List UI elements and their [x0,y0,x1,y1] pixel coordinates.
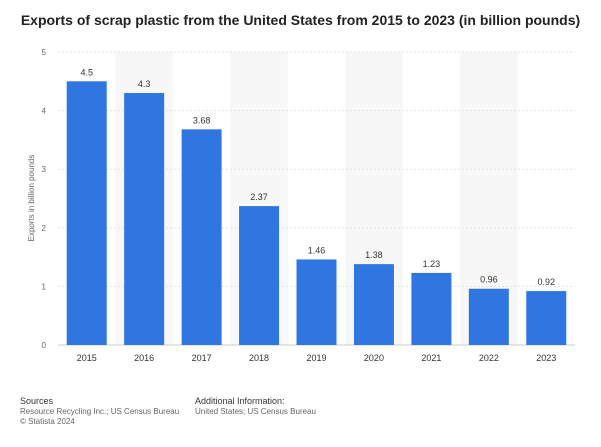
bar[interactable] [296,259,337,345]
bar[interactable] [411,272,452,345]
bar[interactable] [239,206,280,345]
y-tick-label: 1 [42,282,47,291]
data-label: 4.5 [80,67,93,77]
sources-title: Sources [20,396,54,406]
bar[interactable] [181,129,222,345]
y-tick-label: 4 [42,107,47,116]
bar[interactable] [66,81,107,346]
copyright-text: © Statista 2024 [20,417,75,426]
x-tick-label: 2021 [421,353,441,363]
x-tick-label: 2017 [192,353,212,363]
additional-information-title: Additional Information: [195,396,285,406]
x-tick-label: 2018 [249,353,269,363]
x-tick-label: 2019 [306,353,326,363]
y-axis-label: Exports in billion pounds [27,155,36,242]
data-label: 4.3 [138,79,151,89]
x-tick-label: 2016 [134,353,154,363]
y-tick-label: 0 [42,341,47,350]
bar[interactable] [468,288,509,345]
x-tick-label: 2023 [536,353,556,363]
y-tick-label: 3 [42,165,47,174]
data-label: 1.46 [308,245,326,255]
x-tick-label: 2015 [77,353,97,363]
sources-block: Sources Resource Recycling Inc.; US Cens… [20,396,179,427]
bar[interactable] [353,264,394,345]
bar[interactable] [526,291,567,345]
data-label: 0.92 [538,277,556,287]
data-label: 3.68 [193,115,211,125]
x-tick-label: 2020 [364,353,384,363]
bars [66,81,567,346]
data-label: 1.23 [423,259,441,269]
chart-title: Exports of scrap plastic from the United… [20,12,581,28]
x-tick-label: 2022 [479,353,499,363]
data-label: 2.37 [250,192,268,202]
data-label: 1.38 [365,250,383,260]
y-tick-label: 2 [42,224,47,233]
y-axis-tick-labels: 0 1 2 3 4 5 [42,48,47,350]
additional-information-text: United States; US Census Bureau [195,407,316,416]
sources-text: Resource Recycling Inc.; US Census Burea… [20,407,180,416]
x-axis-tick-labels: 2015 2016 2017 2018 2019 2020 2021 2022 2023 [77,353,557,363]
bar[interactable] [124,93,165,346]
data-label: 0.96 [480,275,498,285]
data-labels: 4.5 4.3 3.68 2.37 1.46 1.38 1.23 0.96 0.92 [80,67,555,287]
y-tick-label: 5 [42,48,47,57]
additional-information-block: Additional Information: United States; U… [195,396,316,417]
